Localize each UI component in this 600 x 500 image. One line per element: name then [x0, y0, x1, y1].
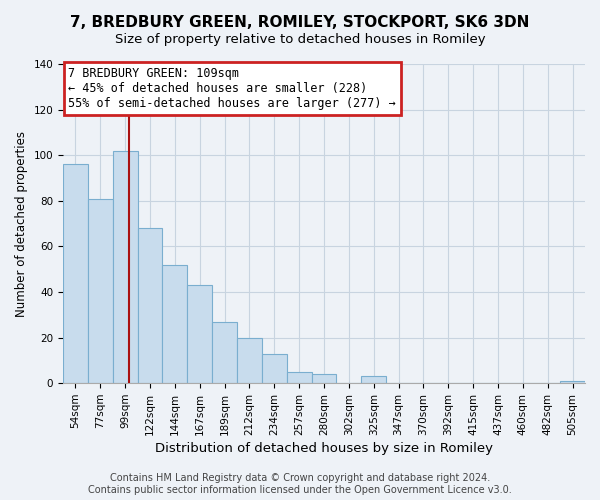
Bar	[113, 150, 137, 383]
Bar	[237, 338, 262, 383]
Text: Contains HM Land Registry data © Crown copyright and database right 2024.
Contai: Contains HM Land Registry data © Crown c…	[88, 474, 512, 495]
Bar	[187, 285, 212, 383]
Bar	[163, 264, 187, 383]
Y-axis label: Number of detached properties: Number of detached properties	[15, 130, 28, 316]
Bar	[262, 354, 287, 383]
Text: 7, BREDBURY GREEN, ROMILEY, STOCKPORT, SK6 3DN: 7, BREDBURY GREEN, ROMILEY, STOCKPORT, S…	[70, 15, 530, 30]
Text: 7 BREDBURY GREEN: 109sqm
← 45% of detached houses are smaller (228)
55% of semi-: 7 BREDBURY GREEN: 109sqm ← 45% of detach…	[68, 67, 396, 110]
Text: Size of property relative to detached houses in Romiley: Size of property relative to detached ho…	[115, 32, 485, 46]
Bar	[560, 381, 585, 383]
X-axis label: Distribution of detached houses by size in Romiley: Distribution of detached houses by size …	[155, 442, 493, 455]
Bar	[212, 322, 237, 383]
Bar	[311, 374, 337, 383]
Bar	[88, 198, 113, 383]
Bar	[63, 164, 88, 383]
Bar	[137, 228, 163, 383]
Bar	[287, 372, 311, 383]
Bar	[361, 376, 386, 383]
